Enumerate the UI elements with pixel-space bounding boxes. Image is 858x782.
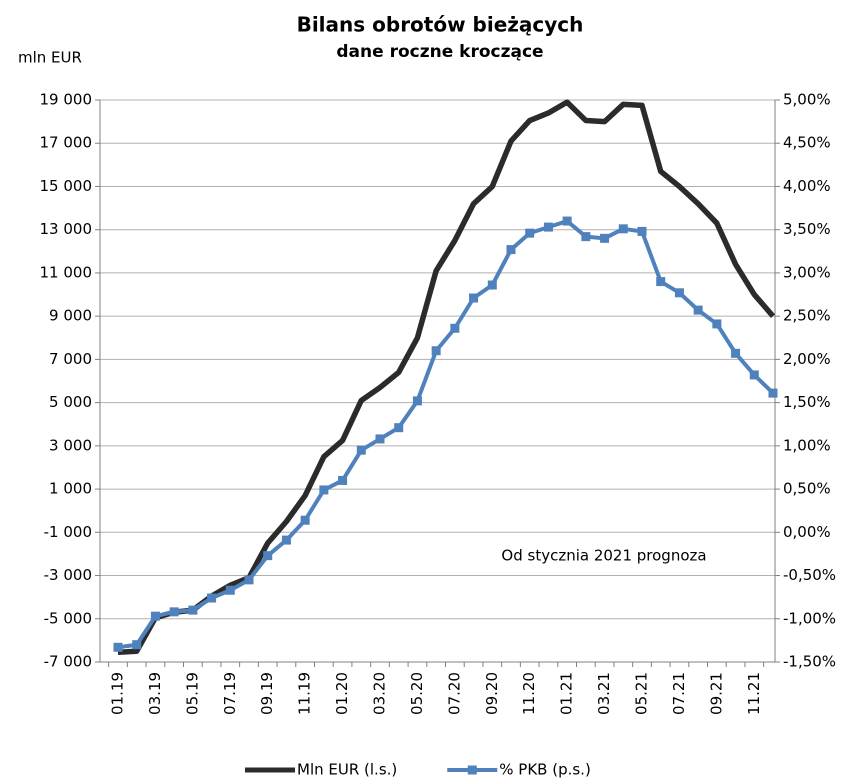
series-marker bbox=[188, 605, 198, 615]
y-tick-label: 9 000 bbox=[49, 307, 92, 325]
y-tick-label: -7 000 bbox=[44, 653, 92, 671]
series-marker bbox=[525, 228, 535, 238]
x-tick-label: 09.21 bbox=[707, 672, 725, 715]
y2-tick-label: 4,50% bbox=[783, 134, 831, 152]
legend-marker bbox=[467, 765, 477, 775]
series-marker bbox=[450, 323, 460, 333]
series-marker bbox=[356, 445, 366, 455]
y-tick-label: -1 000 bbox=[44, 523, 92, 541]
x-tick-label: 11.19 bbox=[296, 672, 314, 715]
series-marker bbox=[207, 593, 217, 603]
series-marker bbox=[375, 434, 385, 444]
series-line bbox=[117, 99, 776, 656]
series-marker bbox=[431, 346, 441, 356]
y-axis-label: mln EUR bbox=[18, 49, 82, 67]
series-marker bbox=[394, 423, 404, 433]
series-marker bbox=[768, 388, 778, 398]
x-tick-label: 03.20 bbox=[371, 672, 389, 715]
series-marker bbox=[319, 485, 329, 495]
y-tick-label: 13 000 bbox=[40, 220, 93, 238]
series-marker bbox=[731, 348, 741, 358]
chart-subtitle: dane roczne kroczące bbox=[336, 42, 543, 62]
series-line bbox=[117, 219, 775, 650]
series-marker bbox=[469, 293, 479, 303]
x-tick-label: 07.19 bbox=[221, 672, 239, 715]
y-tick-label: 15 000 bbox=[40, 177, 93, 195]
series-marker bbox=[263, 551, 273, 561]
chart-title: Bilans obrotów bieżących bbox=[297, 13, 584, 37]
series-marker bbox=[132, 640, 142, 650]
series-marker bbox=[637, 226, 647, 236]
series-marker bbox=[506, 245, 516, 255]
x-tick-label: 11.21 bbox=[745, 672, 763, 715]
y-tick-label: 7 000 bbox=[49, 350, 92, 368]
y2-tick-label: 5,00% bbox=[783, 91, 831, 109]
series-marker bbox=[300, 515, 310, 525]
x-tick-label: 07.20 bbox=[445, 672, 463, 715]
x-tick-label: 07.21 bbox=[670, 672, 688, 715]
series-marker bbox=[150, 611, 160, 621]
y2-tick-label: 1,00% bbox=[783, 436, 831, 454]
x-tick-label: 05.19 bbox=[183, 672, 201, 715]
x-tick-label: 09.19 bbox=[258, 672, 276, 715]
series-marker bbox=[113, 642, 123, 652]
y2-tick-label: -0,50% bbox=[783, 566, 836, 584]
y2-tick-label: 3,00% bbox=[783, 263, 831, 281]
y-tick-label: 1 000 bbox=[49, 480, 92, 498]
legend-label: % PKB (p.s.) bbox=[499, 761, 591, 779]
y2-tick-label: -1,50% bbox=[783, 653, 836, 671]
series-marker bbox=[712, 319, 722, 329]
x-tick-label: 05.21 bbox=[633, 672, 651, 715]
series-marker bbox=[169, 607, 179, 617]
legend-label: Mln EUR (l.s.) bbox=[297, 761, 397, 779]
series-marker bbox=[281, 535, 291, 545]
annotation: Od stycznia 2021 prognoza bbox=[501, 547, 706, 565]
series-marker bbox=[244, 575, 254, 585]
x-tick-label: 11.20 bbox=[520, 672, 538, 715]
y2-tick-label: 2,00% bbox=[783, 350, 831, 368]
series-marker bbox=[749, 370, 759, 380]
series-marker bbox=[618, 224, 628, 234]
x-tick-label: 01.19 bbox=[109, 672, 127, 715]
series-marker bbox=[581, 232, 591, 242]
series-marker bbox=[412, 396, 422, 406]
y2-tick-label: -1,00% bbox=[783, 609, 836, 627]
x-tick-label: 03.19 bbox=[146, 672, 164, 715]
series-marker bbox=[674, 288, 684, 298]
y-tick-label: 3 000 bbox=[49, 436, 92, 454]
x-tick-label: 03.21 bbox=[595, 672, 613, 715]
series-marker bbox=[338, 475, 348, 485]
y2-tick-label: 0,50% bbox=[783, 480, 831, 498]
y-tick-label: 19 000 bbox=[40, 91, 93, 109]
series-marker bbox=[693, 305, 703, 315]
series-marker bbox=[656, 277, 666, 287]
x-tick-label: 01.20 bbox=[333, 672, 351, 715]
y-tick-label: -3 000 bbox=[44, 566, 92, 584]
y2-tick-label: 2,50% bbox=[783, 307, 831, 325]
series-marker bbox=[543, 222, 553, 232]
x-tick-label: 05.20 bbox=[408, 672, 426, 715]
series-marker bbox=[562, 216, 572, 226]
y-tick-label: 11 000 bbox=[40, 263, 93, 281]
y-tick-label: -5 000 bbox=[44, 609, 92, 627]
series-marker bbox=[487, 280, 497, 290]
y2-tick-label: 4,00% bbox=[783, 177, 831, 195]
x-tick-label: 09.20 bbox=[483, 672, 501, 715]
series-marker bbox=[600, 233, 610, 243]
y2-tick-label: 3,50% bbox=[783, 220, 831, 238]
x-tick-label: 01.21 bbox=[558, 672, 576, 715]
y-tick-label: 5 000 bbox=[49, 393, 92, 411]
y-tick-label: 17 000 bbox=[40, 134, 93, 152]
y2-tick-label: 0,00% bbox=[783, 523, 831, 541]
y2-tick-label: 1,50% bbox=[783, 393, 831, 411]
series-marker bbox=[225, 585, 235, 595]
